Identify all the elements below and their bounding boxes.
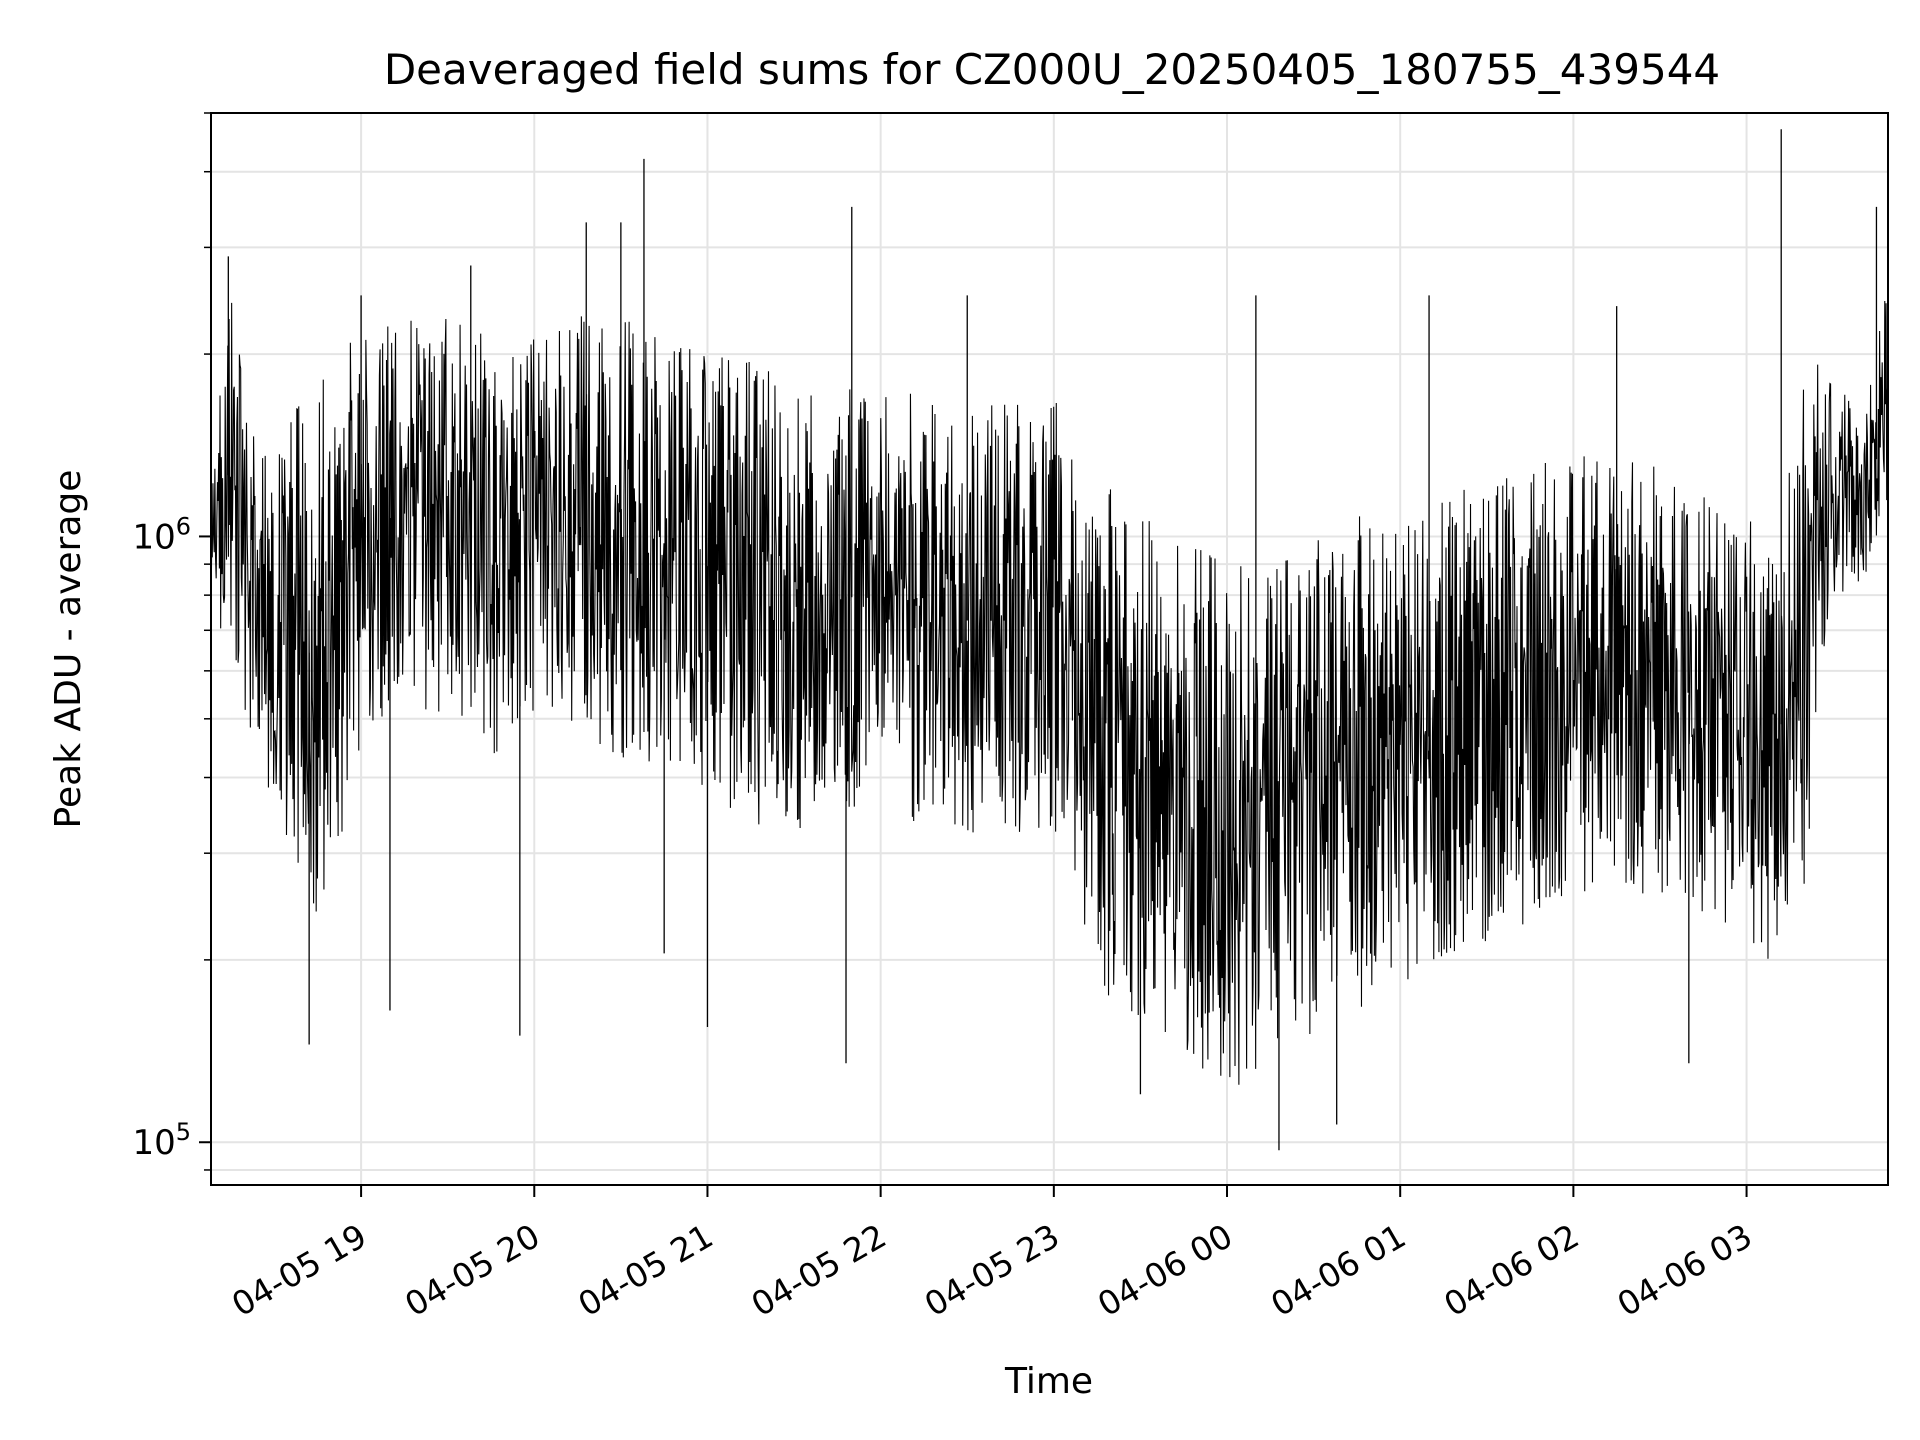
plot-frame [210,112,1889,1186]
y-tick-label: 106 [132,512,191,557]
data-layer [210,129,1889,1151]
chart-title: Deaveraged field sums for CZ000U_2025040… [384,45,1720,94]
y-tick-label: 105 [132,1118,191,1163]
x-axis-label: Time [1004,1361,1093,1402]
y-axis-label: Peak ADU - average [48,470,89,829]
series-line [210,301,1889,1085]
y-axis: 105 106 [132,112,211,1171]
